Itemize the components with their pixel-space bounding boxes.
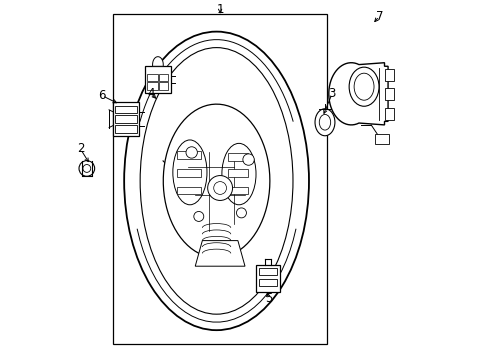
Bar: [228, 170, 248, 176]
Text: 3: 3: [328, 87, 336, 100]
Bar: [385, 69, 394, 81]
Bar: [375, 134, 389, 144]
Bar: [145, 66, 171, 93]
Ellipse shape: [315, 109, 335, 136]
Bar: [259, 279, 277, 286]
Bar: [259, 268, 277, 275]
Bar: [159, 82, 168, 90]
Bar: [385, 108, 394, 120]
Bar: [115, 105, 137, 113]
Text: 4: 4: [148, 87, 155, 100]
Bar: [147, 82, 158, 90]
Bar: [115, 116, 137, 123]
Text: 2: 2: [76, 143, 84, 156]
Polygon shape: [163, 104, 270, 258]
Bar: [115, 125, 137, 132]
Bar: [177, 186, 200, 194]
Bar: [177, 169, 200, 177]
Bar: [256, 265, 280, 292]
Polygon shape: [329, 63, 388, 125]
Text: 5: 5: [265, 292, 272, 305]
Text: 7: 7: [376, 10, 383, 23]
Bar: [159, 73, 168, 81]
Ellipse shape: [208, 176, 233, 201]
Ellipse shape: [79, 161, 95, 176]
Polygon shape: [152, 57, 163, 66]
Bar: [228, 187, 248, 194]
Ellipse shape: [186, 147, 197, 158]
Bar: [228, 153, 248, 161]
Ellipse shape: [349, 67, 379, 106]
Bar: [147, 73, 158, 81]
Bar: [177, 151, 200, 159]
Bar: [113, 102, 139, 136]
Ellipse shape: [83, 165, 91, 172]
Ellipse shape: [214, 181, 226, 194]
Ellipse shape: [222, 143, 256, 205]
Polygon shape: [195, 240, 245, 266]
Ellipse shape: [140, 48, 293, 314]
Ellipse shape: [243, 154, 254, 165]
Ellipse shape: [354, 73, 374, 100]
Ellipse shape: [194, 211, 204, 221]
Ellipse shape: [124, 32, 309, 330]
Text: 1: 1: [217, 3, 224, 16]
Bar: [385, 89, 394, 100]
Ellipse shape: [173, 140, 207, 205]
Bar: [114, 14, 327, 345]
Ellipse shape: [319, 114, 331, 130]
Text: 6: 6: [98, 89, 106, 102]
Ellipse shape: [237, 208, 246, 218]
